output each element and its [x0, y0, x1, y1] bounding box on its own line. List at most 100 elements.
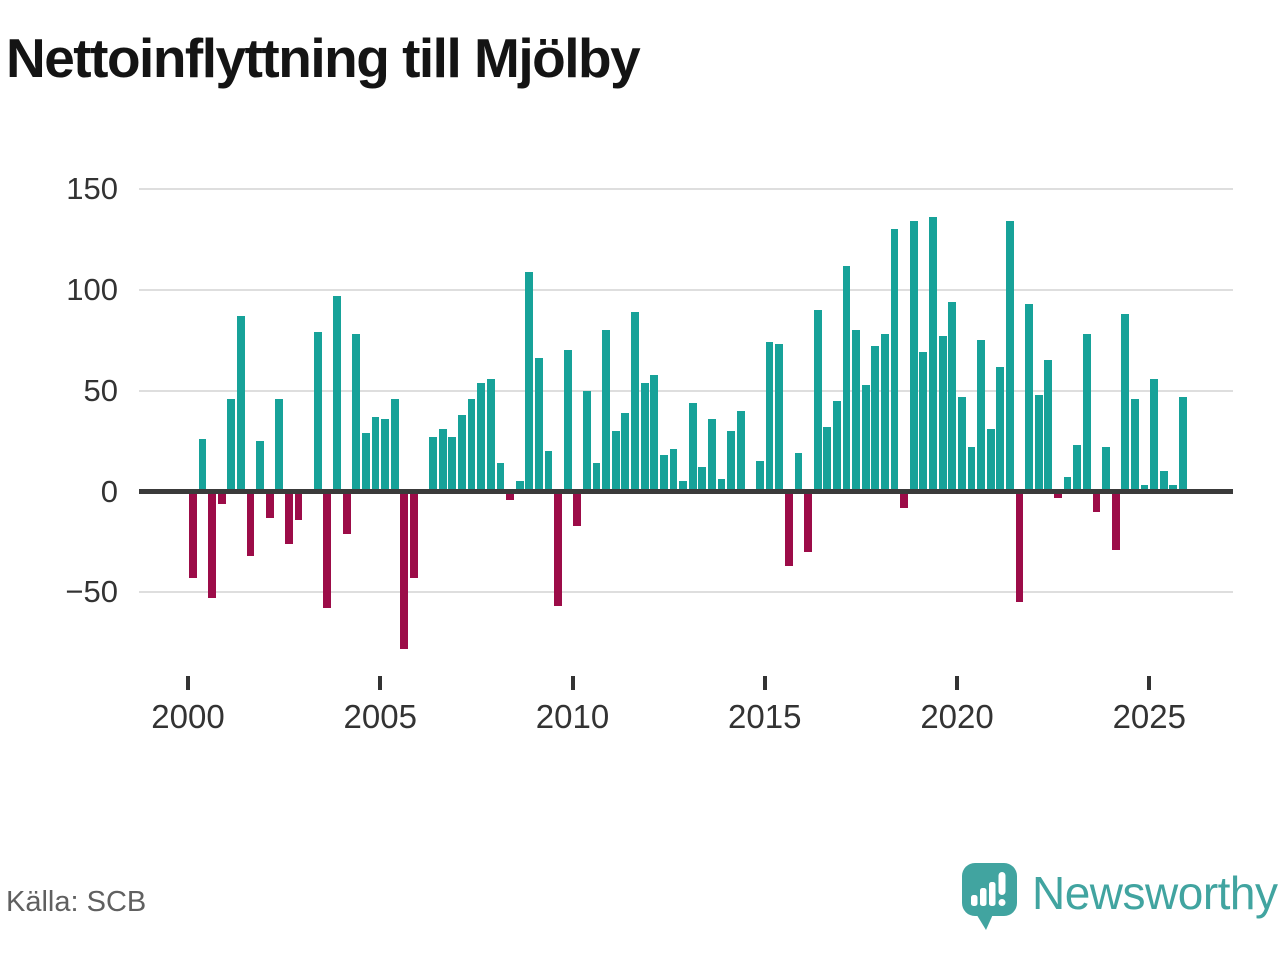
bar: [631, 312, 639, 492]
bar: [929, 217, 937, 492]
bar: [1044, 360, 1053, 492]
bar: [534, 358, 543, 492]
bar: [1034, 394, 1043, 492]
bar: [544, 451, 553, 492]
bar: [784, 491, 793, 567]
bar: [669, 449, 678, 492]
gridline-y-50: [139, 389, 1233, 392]
bar: [390, 398, 399, 492]
bar: [333, 295, 341, 492]
x-axis-label: 2005: [343, 698, 417, 735]
bar: [890, 229, 899, 492]
bar: [515, 481, 524, 492]
source-label: Källa: SCB: [6, 886, 147, 918]
newsworthy-wordmark: Newsworthy: [1032, 867, 1278, 919]
y-axis-label: −50: [65, 574, 118, 610]
bar: [938, 336, 947, 492]
bar: [775, 344, 784, 492]
bar: [506, 491, 514, 500]
bar: [554, 491, 562, 607]
bar: [736, 410, 745, 492]
y-axis-label: 100: [66, 271, 118, 307]
x-axis-label: 2020: [920, 698, 994, 735]
bar: [957, 396, 966, 492]
bar: [256, 441, 264, 492]
bar: [977, 340, 985, 492]
bar: [909, 221, 918, 492]
bar: [1179, 396, 1187, 492]
bar: [1092, 491, 1101, 512]
x-axis-line: [139, 489, 1233, 494]
bar: [813, 310, 822, 492]
bar: [323, 491, 332, 609]
bar: [1006, 221, 1014, 492]
bar: [765, 342, 774, 492]
bar: [756, 461, 764, 492]
bar: [458, 414, 466, 492]
bar: [919, 352, 928, 492]
x-axis-label: 2025: [1112, 698, 1186, 735]
y-axis-label: 50: [83, 372, 118, 408]
bar: [1015, 491, 1024, 603]
bar: [852, 330, 860, 492]
bar: [717, 479, 726, 492]
y-axis-label: 150: [66, 171, 118, 207]
bar: [1130, 398, 1139, 492]
bar: [1111, 491, 1120, 550]
bar: [438, 429, 447, 492]
bar: [275, 398, 284, 492]
x-axis-tick: [570, 676, 575, 690]
bar: [217, 491, 226, 504]
bar: [611, 431, 620, 492]
bar: [188, 491, 197, 579]
bar: [688, 402, 697, 492]
y-axis-label: 0: [100, 473, 118, 509]
bar: [592, 463, 601, 492]
bar: [1140, 485, 1149, 492]
bar: [1102, 447, 1110, 492]
bar: [602, 330, 611, 492]
bar: [496, 463, 505, 492]
x-axis-label: 2000: [151, 698, 225, 735]
bar: [208, 491, 216, 599]
x-axis-label: 2015: [728, 698, 802, 735]
x-axis-tick: [762, 676, 767, 690]
bar: [650, 374, 659, 492]
bar: [400, 491, 409, 649]
bar: [1054, 491, 1062, 498]
bar: [265, 491, 274, 518]
bar: [727, 431, 736, 492]
gridline-y--50: [139, 591, 1233, 594]
bar: [996, 366, 1005, 492]
bar: [583, 390, 591, 492]
bar: [679, 481, 687, 492]
bar: [832, 400, 841, 492]
bar: [1025, 304, 1034, 492]
bar: [900, 491, 909, 508]
bar: [1063, 477, 1072, 492]
bar: [1159, 471, 1168, 492]
bar: [198, 439, 207, 492]
bar: [236, 316, 245, 492]
gridline-y-100: [139, 288, 1233, 291]
x-axis-tick: [378, 676, 383, 690]
bar: [1150, 378, 1158, 492]
chart-title: Nettoinflyttning till Mjölby: [6, 27, 641, 89]
bar: [467, 398, 476, 492]
bar: [1121, 314, 1130, 492]
bar: [525, 271, 534, 492]
bar: [640, 382, 649, 492]
bar: [381, 418, 389, 492]
x-axis-label: 2010: [535, 698, 610, 735]
bar: [708, 418, 716, 492]
bar: [1073, 445, 1082, 492]
bar: [563, 350, 572, 492]
gridline-y-150: [139, 188, 1233, 191]
bar: [1082, 334, 1091, 492]
bar: [409, 491, 418, 579]
bar: [842, 265, 851, 492]
bar: [573, 491, 582, 526]
bar: [1169, 485, 1178, 492]
bar: [313, 332, 322, 492]
bar: [486, 378, 495, 492]
